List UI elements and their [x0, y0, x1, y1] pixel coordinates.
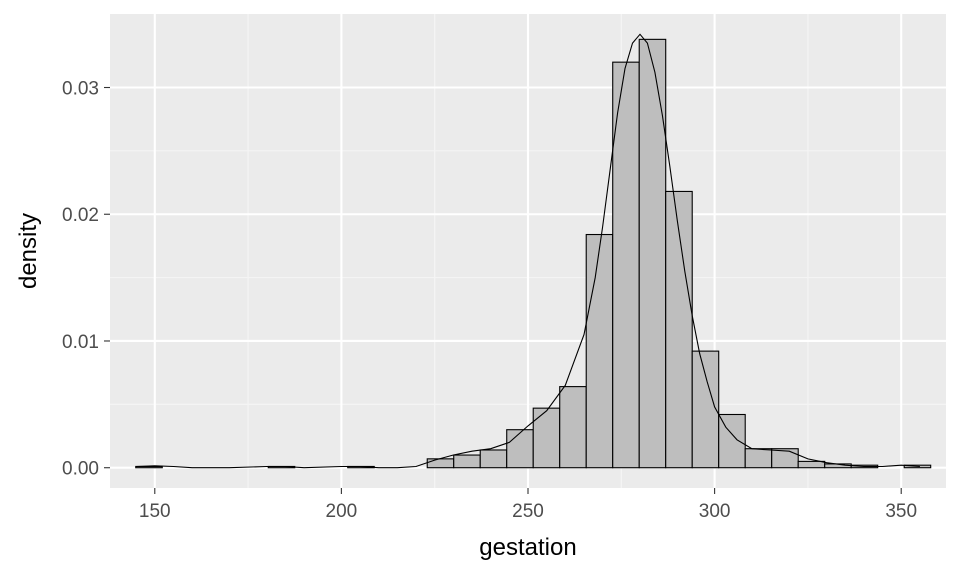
y-tick-label: 0.03 [62, 79, 99, 100]
histogram-bars [135, 38, 932, 469]
y-tick-label: 0.00 [62, 459, 99, 480]
histogram-bar [532, 407, 561, 469]
histogram-bar [638, 38, 667, 469]
histogram-bar [426, 458, 455, 469]
y-tick-label: 0.01 [62, 332, 99, 353]
y-axis-ticks: 0.00 0.01 0.02 0.03 [62, 79, 110, 480]
y-tick-label: 0.02 [62, 205, 99, 226]
histogram-bar [453, 454, 481, 469]
histogram-bar [665, 190, 693, 469]
density-curve [136, 33, 920, 469]
x-axis-ticks: 150 200 250 300 350 [139, 488, 917, 522]
histogram-bar [559, 386, 587, 469]
histogram-bar [771, 448, 799, 469]
x-tick-label: 200 [326, 501, 358, 522]
histogram-bar [612, 61, 640, 469]
x-tick-label: 300 [699, 501, 731, 522]
histogram-bar [797, 460, 826, 469]
y-axis-title: density [15, 213, 42, 289]
histogram-bar [506, 429, 534, 469]
x-tick-label: 150 [139, 501, 171, 522]
histogram-bar [585, 233, 614, 469]
x-axis-title: gestation [479, 534, 576, 561]
histogram-bar [744, 448, 773, 469]
x-tick-label: 250 [512, 501, 544, 522]
histogram-bar [479, 449, 508, 469]
x-tick-label: 350 [885, 501, 917, 522]
histogram-bar [691, 350, 720, 469]
